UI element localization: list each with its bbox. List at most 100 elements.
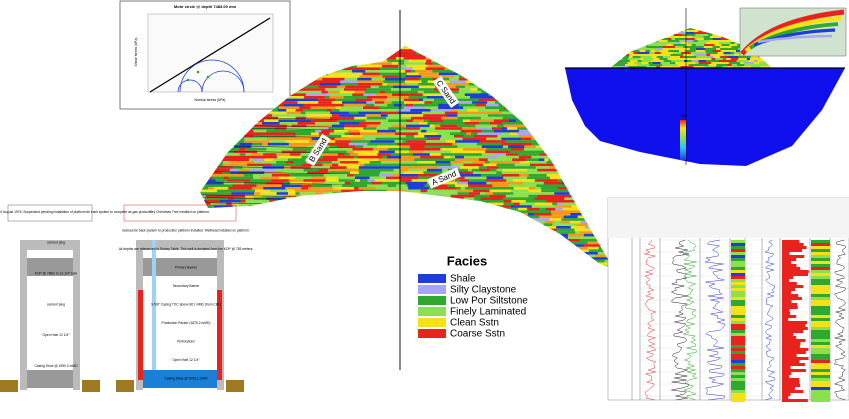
lith-cell [811,351,830,354]
facies-cell [521,70,530,73]
facies-cell [675,62,684,65]
facies-cell [338,210,358,214]
facies-cell [523,213,529,216]
facies-cell [510,59,528,63]
facies-cell [617,168,622,172]
facies-cell [468,184,493,188]
log-fill [782,330,804,333]
facies-cell [320,75,340,78]
facies-cell [290,239,299,242]
log-fill [782,261,792,264]
facies-cell [546,161,564,164]
facies-cell [668,50,680,53]
facies-cell [338,70,353,73]
facies-cell [450,202,474,206]
facies-cell [417,176,436,180]
lith-cell [811,252,830,255]
facies-cell [582,192,593,195]
facies-cell [368,241,390,245]
facies-cell [763,56,772,59]
facies-cell [206,200,221,203]
facies-cell [399,72,408,76]
facies-cell [501,171,526,175]
facies-cell [698,64,710,67]
facies-cell [269,220,292,224]
facies-cell [251,265,267,268]
facies-cell [624,151,631,154]
facies-cell [614,176,622,180]
facies-cell [473,189,490,193]
facies-cell [351,249,361,253]
facies-cell [644,44,649,47]
facies-cell [605,166,622,169]
facies-cell [446,83,470,86]
facies-cell [441,116,459,120]
facies-cell [717,52,725,55]
facies-cell [316,215,326,219]
facies-cell [378,220,392,224]
facies-cell [410,70,416,73]
facies-cell [214,150,230,154]
facies-cell [736,60,750,63]
facies-cell [221,135,240,138]
facies-cell [405,163,432,167]
facies-cell [368,244,381,247]
facies-cell [341,189,348,193]
facies-cell [354,215,376,219]
facies-cell [300,62,322,65]
facies-cell [228,197,234,201]
facies-cell [359,226,383,229]
facies-cell [553,46,572,47]
facies-cell [245,153,253,156]
facies-cell [350,171,360,175]
facies-cell [486,70,513,73]
log-curve [643,239,657,401]
facies-cell [241,189,256,193]
facies-cell [365,114,382,117]
facies-cell [222,163,248,167]
facies-cell [703,36,711,39]
facies-cell [528,187,536,190]
facies-cell [269,228,285,232]
facies-cell [238,168,251,172]
facies-cell [301,262,321,266]
facies-cell [480,64,506,68]
facies-cell [457,72,479,76]
facies-cell [298,46,321,47]
facies-cell [552,85,560,89]
facies-cell [368,265,375,268]
facies-cell [517,57,534,60]
facies-cell [321,62,330,65]
facies-cell [394,254,408,258]
facies-cell [481,215,502,219]
facies-cell [330,111,350,115]
cement-plug [143,258,217,276]
facies-cell [370,231,381,234]
facies-cell [360,132,379,136]
facies-cell [271,174,290,177]
facies-cell [263,207,288,211]
lith-cell [811,291,830,294]
facies-cell [602,64,611,68]
facies-cell [283,202,289,206]
facies-cell [514,111,521,115]
facies-cell [590,197,599,201]
facies-cell [520,49,543,52]
facies-cell [569,142,592,146]
facies-cell [387,103,395,107]
facies-cell [580,148,594,151]
facies-cell [377,129,397,133]
facies-cell [525,200,547,203]
facies-cell [573,161,581,164]
facies-cell [388,127,407,130]
facies-cell [364,137,377,141]
facies-cell [233,150,258,154]
facies-cell [409,257,430,260]
facies-cell [443,192,459,195]
facies-cell [420,155,445,159]
facies-cell [354,179,361,182]
facies-cell [531,132,552,136]
facies-cell [231,259,258,263]
facies-cell [750,66,761,68]
facies-cell [469,122,480,125]
